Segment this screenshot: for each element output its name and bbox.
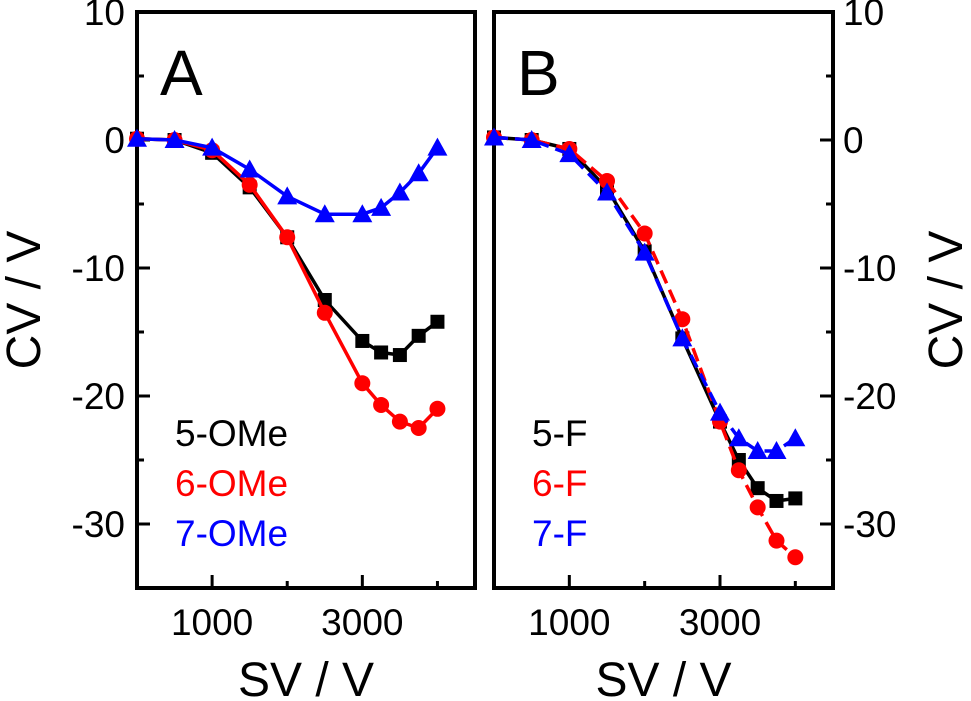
data-point-triangle: [785, 428, 806, 447]
data-point-square: [769, 493, 784, 508]
data-point-circle: [674, 311, 691, 328]
x-tick-label: 3000: [679, 602, 761, 643]
panel-letter: B: [517, 37, 560, 109]
data-point-triangle: [747, 441, 768, 460]
x-tick-label: 1000: [528, 602, 610, 643]
y-tick-label: -20: [72, 376, 125, 417]
y-tick-label: 0: [843, 120, 864, 161]
y-tick-label: 0: [104, 120, 125, 161]
data-point-triangle: [559, 144, 580, 163]
series-6-f: [486, 129, 804, 566]
data-point-circle: [429, 400, 446, 417]
data-point-square: [430, 314, 445, 329]
data-point-triangle: [728, 428, 749, 447]
y-tick-label: -20: [843, 376, 896, 417]
legend-entry: 7-OMe: [175, 513, 288, 554]
legend-entry: 5-F: [532, 413, 588, 454]
x-axis-title: SV / V: [238, 654, 374, 701]
data-point-circle: [730, 462, 747, 479]
series-7-f: [484, 127, 806, 460]
series-line: [136, 136, 439, 357]
panel-b: 10 0 -10 -20 -30 1000 3000 SV / V CV / V B 5-F 6-F 7…: [484, 0, 971, 701]
y-axis-title: CV / V: [920, 231, 971, 370]
y-tick-label: 10: [843, 0, 884, 33]
data-point-triangle: [127, 128, 147, 147]
data-point-triangle: [597, 182, 617, 201]
data-point-square: [355, 333, 370, 348]
data-point-triangle: [427, 137, 448, 156]
data-point-circle: [636, 225, 653, 242]
data-point-triangle: [352, 204, 373, 223]
data-point-triangle: [766, 441, 787, 460]
data-point-square: [750, 481, 765, 496]
y-tick-label: -10: [843, 248, 896, 289]
legend-entry: 5-OMe: [175, 413, 288, 454]
data-point-triangle: [314, 204, 335, 223]
y-axis-title: CV / V: [0, 231, 51, 370]
data-point-circle: [391, 413, 408, 430]
series-5-ome: [130, 131, 445, 363]
data-point-square: [392, 348, 407, 363]
data-point-triangle: [408, 163, 429, 182]
legend-entry: 7-F: [532, 513, 588, 554]
series-line: [493, 135, 797, 453]
data-point-triangle: [202, 137, 223, 156]
x-tick-label: 1000: [171, 602, 253, 643]
data-point-triangle: [371, 197, 392, 216]
data-point-circle: [768, 532, 785, 549]
data-point-square: [411, 328, 426, 343]
plot-frame: [135, 10, 477, 590]
panel-letter: A: [160, 37, 203, 109]
data-point-triangle: [521, 130, 542, 148]
legend-entry: 6-F: [532, 463, 588, 504]
data-point-triangle: [164, 130, 185, 148]
data-point-triangle: [672, 328, 693, 347]
data-point-circle: [787, 549, 804, 566]
data-point-triangle: [484, 127, 504, 146]
data-point-circle: [354, 375, 371, 392]
data-point-square: [788, 491, 803, 506]
legend-entry: 6-OMe: [175, 463, 288, 504]
series-6-ome: [129, 130, 446, 436]
data-point-circle: [599, 172, 615, 189]
data-point-triangle: [277, 186, 298, 205]
data-point-square: [374, 345, 389, 360]
data-point-circle: [410, 420, 427, 436]
data-point-circle: [749, 499, 766, 516]
x-axis-title: SV / V: [595, 654, 731, 701]
series-line: [136, 136, 439, 430]
data-point-triangle: [389, 182, 410, 201]
data-point-circle: [373, 396, 390, 413]
y-tick-label: -30: [72, 504, 125, 545]
data-point-circle: [241, 176, 258, 193]
plot-frame: [492, 10, 835, 590]
data-point-circle: [279, 229, 296, 246]
y-tick-label: -30: [843, 504, 896, 545]
panel-a: 10 0 -10 -20 -30 1000 3000 SV / V CV / V A 5-OMe 6-…: [0, 0, 477, 701]
y-tick-label: -10: [72, 248, 125, 289]
data-point-circle: [316, 304, 333, 321]
data-point-triangle: [239, 159, 260, 178]
series-7-ome: [127, 128, 448, 223]
data-point-triangle: [634, 242, 655, 261]
x-tick-label: 3000: [321, 602, 403, 643]
data-point-triangle: [710, 402, 730, 421]
y-tick-label: 10: [84, 0, 125, 33]
